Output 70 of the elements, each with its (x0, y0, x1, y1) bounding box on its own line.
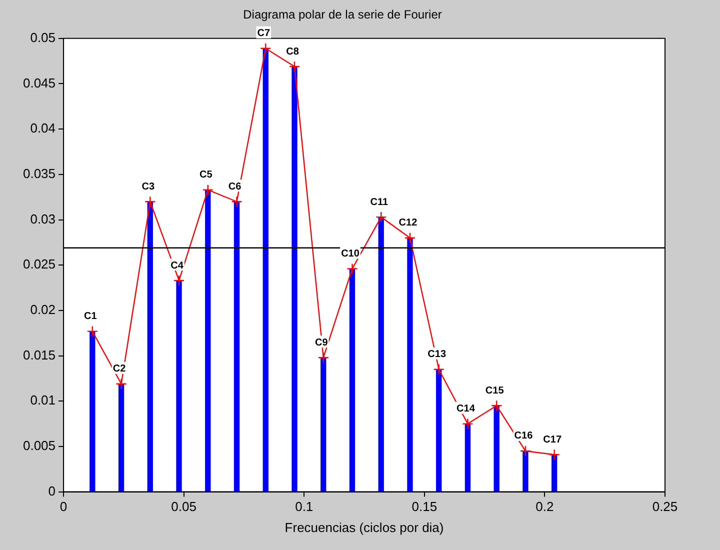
point (376, 211, 387, 223)
y-tick-label: 0.005 (22, 438, 56, 454)
annotation: C5 (199, 170, 213, 181)
point (433, 364, 444, 375)
y-tick-label: 0.015 (22, 347, 56, 362)
bar (147, 201, 153, 492)
annotation: C11 (370, 196, 388, 208)
annotation: C16 (514, 430, 534, 442)
y-tick-label: 0.035 (22, 166, 56, 181)
bar (552, 454, 558, 492)
annotation: C13 (428, 349, 446, 360)
annotation: C4 (170, 260, 184, 272)
point (86, 326, 98, 337)
bar (378, 216, 384, 492)
annotation: C2 (112, 364, 126, 375)
bar (90, 330, 96, 492)
bar (494, 405, 500, 492)
bar (234, 201, 240, 492)
point (116, 378, 127, 390)
point (318, 352, 329, 364)
y-tick-label: 0.05 (30, 30, 56, 45)
point (202, 184, 214, 196)
point (404, 232, 416, 244)
y-tick-label: 0 (48, 483, 56, 498)
point (288, 60, 300, 72)
y-tick-label: 0.04 (30, 120, 56, 136)
point (490, 400, 502, 412)
x-tick-label: 0.25 (652, 499, 678, 514)
x-axis-title: Frecuencias (ciclos por dia) (284, 520, 444, 535)
annotation: C12 (398, 218, 418, 229)
bar (436, 369, 442, 492)
x-tick-label: 0.15 (412, 499, 438, 514)
point (260, 42, 272, 54)
chart-title: Diagrama polar de la serie de Fourier (243, 8, 442, 22)
point (346, 263, 358, 274)
bar (262, 48, 268, 492)
bar (205, 190, 211, 492)
y-tick-label: 0.045 (22, 75, 56, 90)
bar (464, 423, 471, 492)
annotation: C15 (485, 385, 504, 396)
annotation: C3 (142, 181, 155, 192)
annotation: C7 (257, 28, 270, 40)
point (548, 449, 560, 460)
annotation: C6 (228, 181, 242, 192)
annotation: C10 (341, 248, 360, 260)
annotation: C1 (84, 311, 98, 322)
x-tick-label: 0.1 (295, 499, 314, 514)
point (144, 196, 156, 208)
y-tick-label: 0.02 (30, 302, 56, 318)
bar (176, 280, 182, 492)
bar (349, 268, 356, 492)
x-tick-label: 0.2 (536, 499, 554, 514)
bar (292, 66, 298, 492)
point (231, 196, 242, 208)
bar (407, 238, 413, 492)
y-tick-label: 0.01 (30, 392, 56, 408)
bar (118, 384, 124, 492)
annotation: C17 (543, 434, 562, 446)
x-tick-label: 0 (60, 499, 68, 514)
y-tick-label: 0.025 (22, 256, 56, 272)
bar (522, 450, 528, 492)
y-tick-label: 0.03 (30, 211, 56, 226)
annotation: C14 (456, 404, 476, 415)
annotation: C9 (314, 337, 328, 348)
point (462, 418, 474, 430)
x-tick-label: 0.05 (171, 499, 196, 514)
point (173, 274, 185, 286)
bar (320, 357, 326, 492)
point (520, 445, 532, 457)
annotation: C8 (286, 46, 300, 58)
